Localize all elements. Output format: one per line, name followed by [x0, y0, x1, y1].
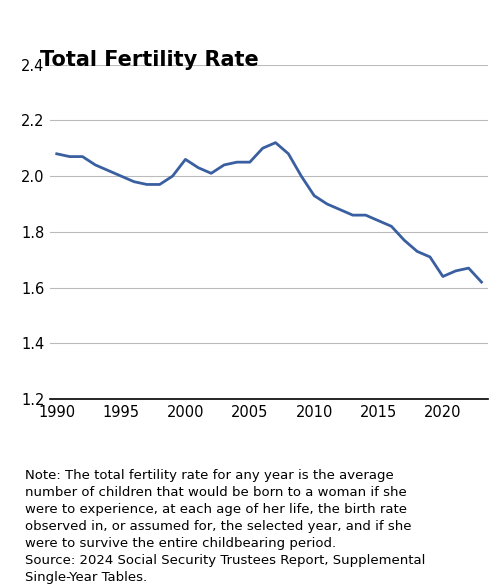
- Text: Note: The total fertility rate for any year is the average
number of children th: Note: The total fertility rate for any y…: [25, 469, 426, 584]
- Text: Total Fertility Rate: Total Fertility Rate: [40, 50, 259, 70]
